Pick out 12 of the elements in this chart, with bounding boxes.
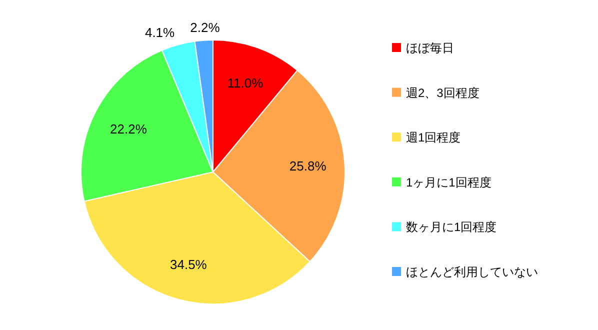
data-label: 2.2%	[190, 20, 220, 36]
legend-label: 週1回程度	[406, 130, 461, 145]
legend-label: 1ヶ月に1回程度	[406, 175, 492, 190]
data-label: 11.0%	[227, 76, 264, 91]
legend-label: 数ヶ月に1回程度	[406, 220, 497, 234]
data-label: 34.5%	[170, 256, 208, 272]
legend-label: ほぼ毎日	[406, 41, 454, 55]
data-label: 25.8%	[289, 158, 327, 174]
legend-label: 週2、3回程度	[406, 86, 480, 100]
legend-label: ほとんど利用していない	[406, 265, 538, 279]
data-label: 4.1%	[144, 24, 176, 40]
data-label: 22.2%	[110, 122, 148, 137]
